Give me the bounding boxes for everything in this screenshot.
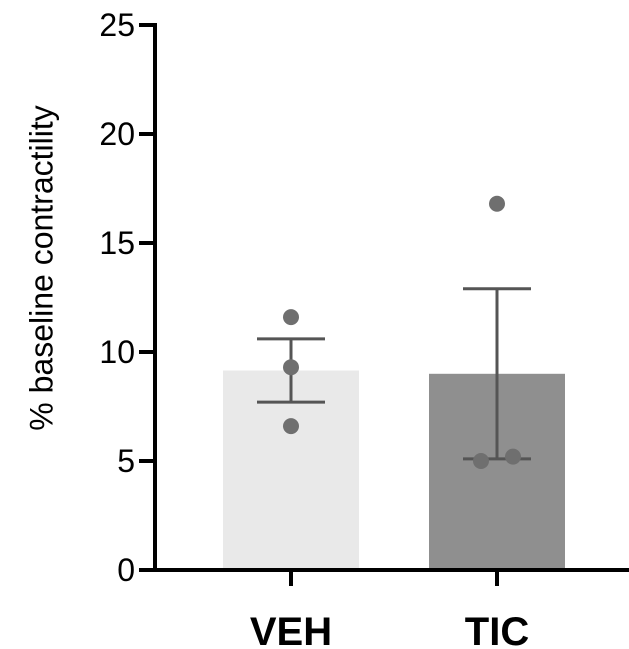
bars-layer (223, 370, 565, 570)
data-points-layer (283, 195, 521, 469)
data-point-veh-2 (283, 359, 299, 376)
y-axis-title: % baseline contractility (23, 105, 59, 430)
y-tick-label-5: 5 (117, 443, 135, 479)
labels-layer: VEH TIC 0 5 10 15 20 25 (99, 7, 529, 649)
x-tick-label-tic: TIC (465, 610, 529, 649)
data-point-veh-1 (283, 309, 299, 326)
y-tick-label-15: 15 (99, 225, 135, 261)
y-tick-label-25: 25 (99, 7, 135, 43)
bar-veh (223, 370, 359, 570)
axes-layer (139, 23, 629, 586)
data-point-tic-3 (505, 448, 521, 465)
x-tick-label-veh: VEH (250, 610, 332, 649)
data-point-tic-2 (473, 453, 489, 469)
data-point-veh-3 (283, 418, 299, 435)
y-tick-label-20: 20 (99, 116, 135, 152)
y-tick-label-10: 10 (99, 334, 135, 370)
data-point-tic-1 (489, 195, 505, 212)
y-tick-label-0: 0 (117, 552, 135, 588)
